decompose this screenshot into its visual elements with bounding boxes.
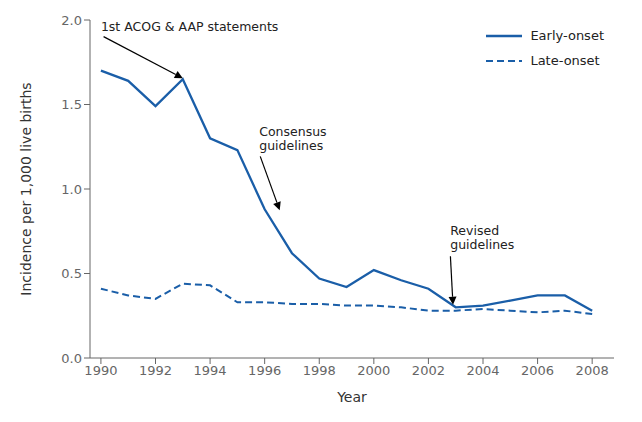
- svg-text:2004: 2004: [466, 363, 499, 378]
- svg-text:Incidence per 1,000 live birth: Incidence per 1,000 live births: [18, 82, 34, 295]
- svg-text:1998: 1998: [303, 363, 336, 378]
- svg-text:1990: 1990: [84, 363, 117, 378]
- svg-text:Revisedguidelines: Revisedguidelines: [450, 223, 514, 252]
- svg-text:2.0: 2.0: [61, 13, 82, 28]
- svg-text:Consensusguidelines: Consensusguidelines: [259, 124, 326, 153]
- svg-text:1996: 1996: [248, 363, 281, 378]
- svg-text:1994: 1994: [194, 363, 227, 378]
- html-text:Late-onset: Late-onset: [530, 53, 600, 68]
- svg-text:1992: 1992: [139, 363, 172, 378]
- svg-text:0.0: 0.0: [61, 351, 82, 366]
- svg-text:Year: Year: [336, 389, 367, 405]
- svg-text:0.5: 0.5: [61, 266, 82, 281]
- svg-text:2002: 2002: [412, 363, 445, 378]
- svg-text:1.5: 1.5: [61, 97, 82, 112]
- svg-text:2006: 2006: [521, 363, 554, 378]
- html-text:Early-onset: Early-onset: [530, 28, 604, 43]
- svg-text:2008: 2008: [576, 363, 609, 378]
- svg-text:2000: 2000: [357, 363, 390, 378]
- svg-text:1.0: 1.0: [61, 182, 82, 197]
- svg-text:1st ACOG & AAP statements: 1st ACOG & AAP statements: [101, 19, 278, 34]
